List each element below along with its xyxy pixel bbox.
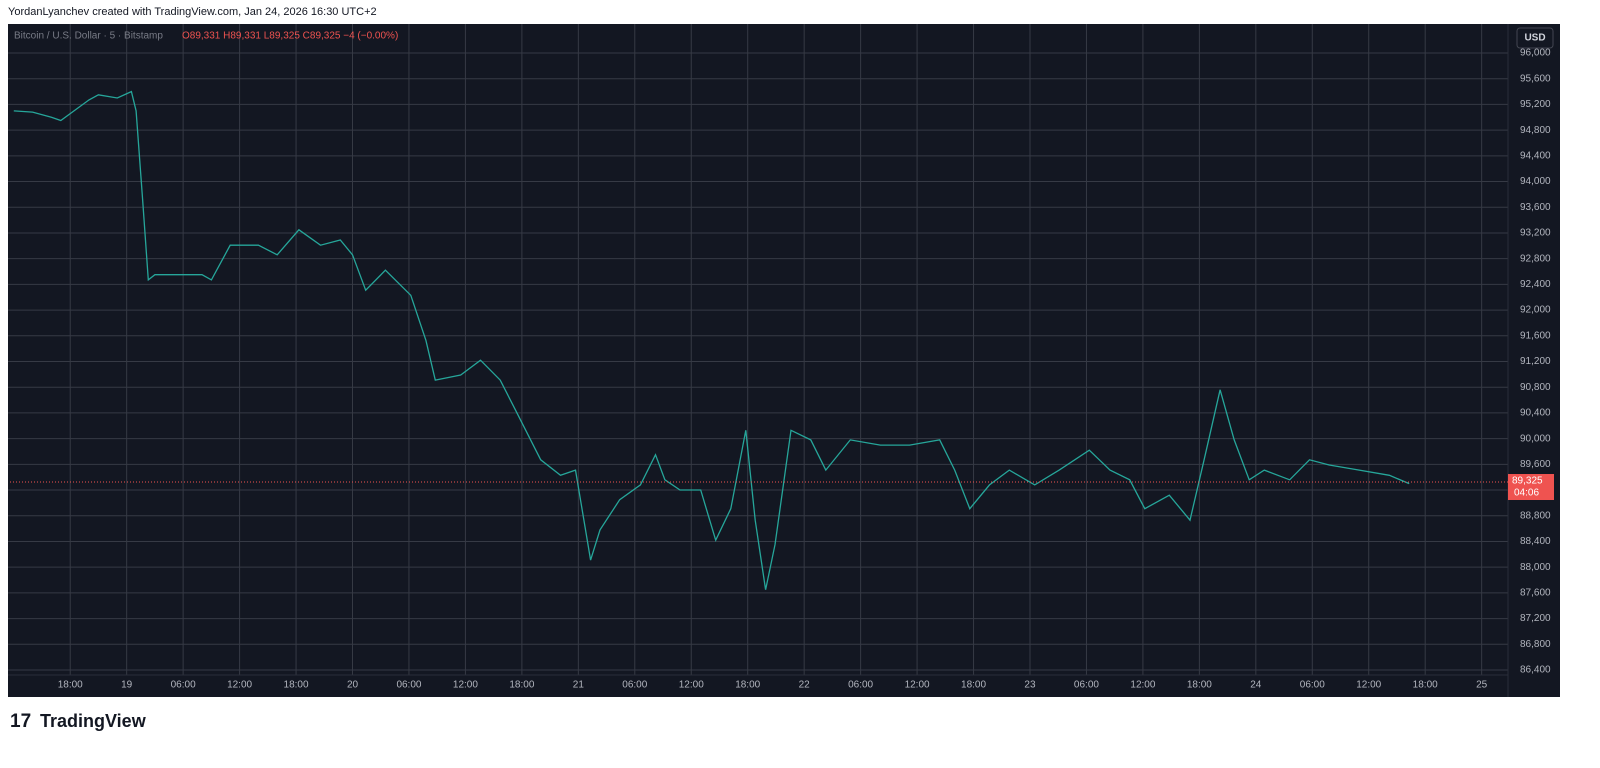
- y-tick-label: 88,000: [1520, 562, 1551, 573]
- x-tick-label: 06:00: [171, 680, 196, 691]
- x-tick-label: 06:00: [622, 680, 647, 691]
- y-tick-label: 91,200: [1520, 356, 1551, 367]
- last-price-tag: [1508, 474, 1554, 501]
- y-tick-label: 87,600: [1520, 588, 1551, 599]
- currency: USD: [1524, 33, 1545, 44]
- x-tick-label: 24: [1250, 680, 1262, 691]
- x-tick-label: 22: [799, 680, 811, 691]
- ohlc: O89,331 H89,331 L89,325 C89,325 −4 (−0.0…: [182, 31, 398, 42]
- x-tick-label: 12:00: [453, 680, 478, 691]
- y-tick-label: 94,000: [1520, 176, 1551, 187]
- y-tick-label: 92,800: [1520, 253, 1551, 264]
- x-tick-label: 12:00: [1130, 680, 1155, 691]
- y-tick-label: 92,000: [1520, 305, 1551, 316]
- x-tick-label: 06:00: [396, 680, 421, 691]
- x-tick-label: 18:00: [961, 680, 986, 691]
- y-tick-label: 92,400: [1520, 279, 1551, 290]
- x-tick-label: 25: [1476, 680, 1488, 691]
- y-tick-label: 90,800: [1520, 382, 1551, 393]
- y-tick-label: 93,200: [1520, 228, 1551, 239]
- y-tick-label: 91,600: [1520, 330, 1551, 341]
- y-tick-label: 90,000: [1520, 433, 1551, 444]
- chart-bg: [8, 24, 1560, 697]
- price-line: [13, 90, 1410, 590]
- y-tick-label: 86,400: [1520, 665, 1551, 676]
- y-tick-label: 93,600: [1520, 202, 1551, 213]
- y-tick-label: 86,800: [1520, 639, 1551, 650]
- y-tick-label: 95,600: [1520, 73, 1551, 84]
- x-tick-label: 19: [121, 680, 133, 691]
- x-tick-label: 18:00: [284, 680, 309, 691]
- x-tick-label: 12:00: [1356, 680, 1381, 691]
- y-tick-label: 87,200: [1520, 613, 1551, 624]
- x-tick-label: 23: [1024, 680, 1036, 691]
- y-tick-label: 94,400: [1520, 150, 1551, 161]
- x-tick-label: 20: [347, 680, 359, 691]
- x-tick-label: 18:00: [1187, 680, 1212, 691]
- x-tick-label: 12:00: [679, 680, 704, 691]
- x-tick-label: 06:00: [1074, 680, 1099, 691]
- y-tick-label: 95,200: [1520, 99, 1551, 110]
- x-tick-label: 12:00: [905, 680, 930, 691]
- x-tick-label: 06:00: [848, 680, 873, 691]
- countdown: 04:06: [1514, 488, 1539, 499]
- x-tick-label: 12:00: [227, 680, 252, 691]
- symbol: Bitcoin / U.S. Dollar · 5 · Bitstamp: [14, 31, 163, 42]
- x-tick-label: 18:00: [58, 680, 83, 691]
- y-tick-label: 90,400: [1520, 408, 1551, 419]
- y-tick-label: 89,600: [1520, 459, 1551, 470]
- last-price-label: 89,325: [1512, 476, 1543, 487]
- x-tick-label: 06:00: [1300, 680, 1325, 691]
- y-tick-label: 88,800: [1520, 510, 1551, 521]
- brand: TradingView: [40, 711, 147, 731]
- brand-mark: 17: [10, 711, 31, 732]
- y-tick-label: 88,400: [1520, 536, 1551, 547]
- y-tick-label: 94,800: [1520, 125, 1551, 136]
- y-tick-label: 96,000: [1520, 48, 1551, 59]
- x-tick-label: 18:00: [509, 680, 534, 691]
- x-tick-label: 18:00: [1413, 680, 1438, 691]
- x-tick-label: 21: [573, 680, 585, 691]
- x-tick-label: 18:00: [735, 680, 760, 691]
- header: YordanLyanchev created with TradingView.…: [8, 6, 377, 18]
- currency-box[interactable]: [1516, 27, 1554, 49]
